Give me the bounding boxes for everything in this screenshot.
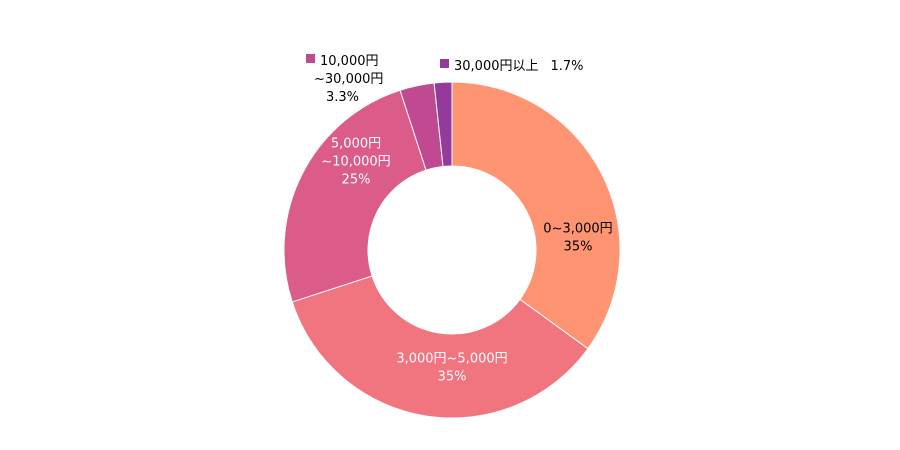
legend-marker-4 — [440, 59, 449, 68]
donut-slice-1 — [291, 275, 589, 419]
donut-slice-0 — [451, 81, 621, 350]
slice-label-2: 5,000円~10,000円 25% — [321, 137, 390, 188]
donut-slices — [283, 81, 621, 419]
slice-label-3: 10,000円~30,000円 3.3% — [314, 54, 383, 105]
donut-slice-2 — [283, 89, 427, 303]
slice-labels: 0~3,000円 35% 3,000円~5,000円 35% 5,000円~10,000… — [306, 54, 613, 385]
slice-label-0: 0~3,000円 35% — [543, 222, 612, 255]
legend-marker-3 — [306, 54, 315, 63]
donut-slice-4 — [433, 81, 453, 168]
slice-label-4: 30,000円以上 1.7% — [454, 59, 584, 74]
slice-label-1: 3,000円~5,000円 35% — [396, 352, 507, 385]
